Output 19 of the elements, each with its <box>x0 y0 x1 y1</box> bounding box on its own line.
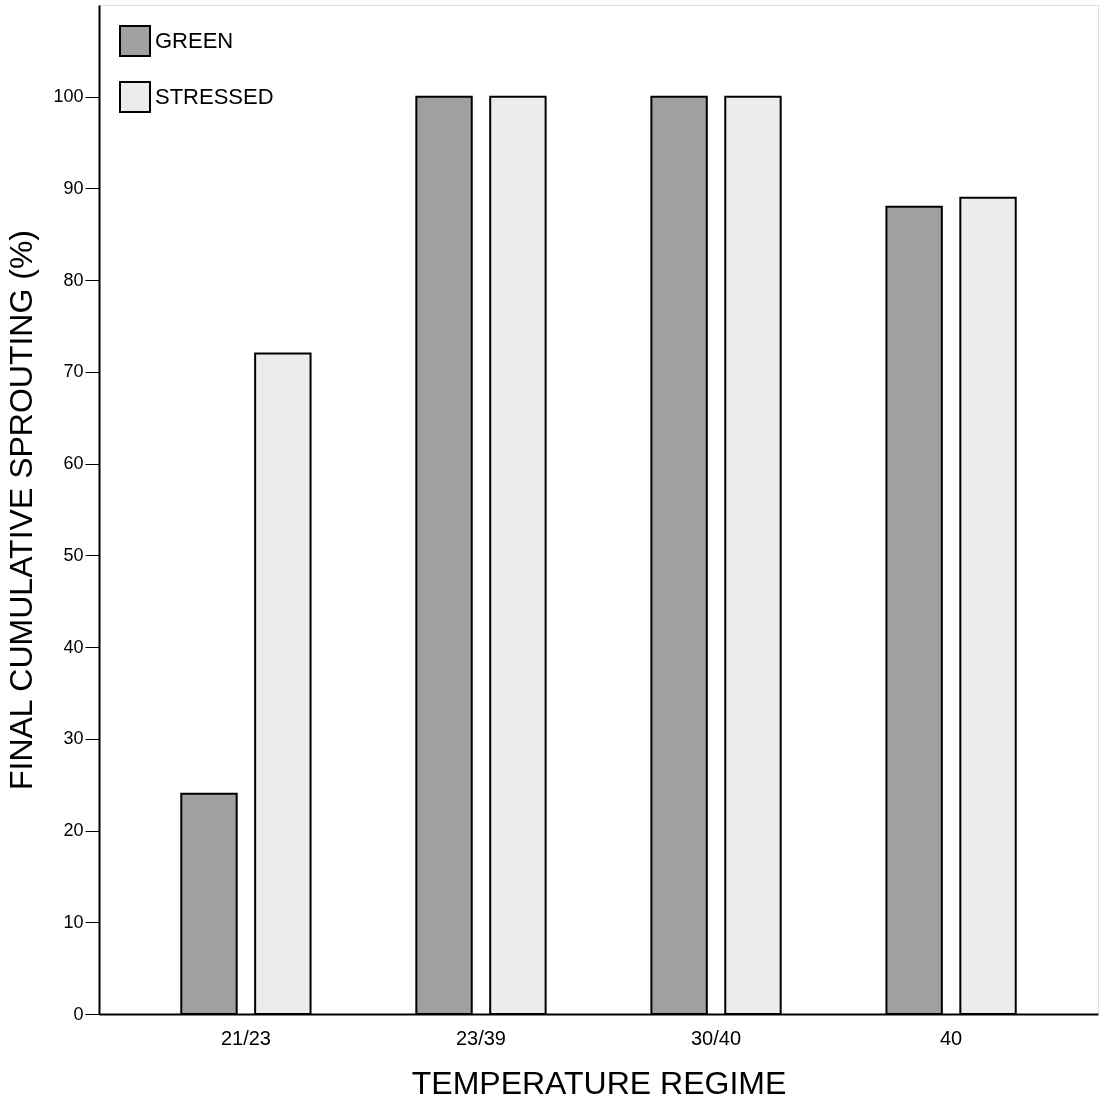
y-tick-label: 60 <box>63 453 84 474</box>
legend-label: STRESSED <box>155 84 274 109</box>
legend-label: GREEN <box>155 28 234 53</box>
x-tick-label: 21/23 <box>220 1026 271 1049</box>
y-tick-label: 40 <box>63 636 84 657</box>
y-axis-title: FINAL CUMULATIVE SPROUTING (%) <box>3 229 40 791</box>
x-tick-label: 23/39 <box>455 1026 506 1049</box>
x-tick-label: 40 <box>939 1026 963 1049</box>
y-tick-label: 30 <box>63 728 84 749</box>
y-tick-label: 10 <box>63 911 84 932</box>
y-tick-label: 50 <box>63 544 84 565</box>
y-tick-label: 80 <box>63 269 84 290</box>
x-tick-label: 30/40 <box>691 1026 742 1049</box>
x-axis-title: TEMPERATURE REGIME <box>411 1064 787 1101</box>
y-tick-label: 20 <box>63 820 84 841</box>
y-tick-label: 70 <box>63 361 84 382</box>
y-tick-label: 0 <box>73 1003 84 1024</box>
y-tick-label: 90 <box>63 177 84 198</box>
y-tick-label: 100 <box>53 86 84 107</box>
